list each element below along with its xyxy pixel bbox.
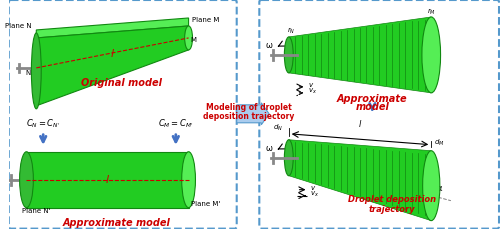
Text: Approximate model: Approximate model bbox=[63, 218, 171, 228]
Ellipse shape bbox=[20, 152, 34, 208]
Text: model: model bbox=[356, 102, 389, 112]
Text: ω: ω bbox=[266, 144, 272, 153]
Text: Droplet deposition
trajectory: Droplet deposition trajectory bbox=[348, 195, 436, 214]
Ellipse shape bbox=[184, 26, 192, 50]
Text: $v_x$: $v_x$ bbox=[310, 190, 320, 199]
Polygon shape bbox=[289, 140, 431, 221]
Ellipse shape bbox=[422, 17, 440, 93]
Text: $d_N$: $d_N$ bbox=[273, 123, 283, 133]
Text: deposition trajectory: deposition trajectory bbox=[203, 112, 294, 121]
FancyBboxPatch shape bbox=[260, 0, 499, 229]
Ellipse shape bbox=[284, 140, 293, 176]
Text: v: v bbox=[308, 82, 312, 88]
Polygon shape bbox=[26, 152, 188, 208]
Text: l: l bbox=[106, 175, 108, 185]
FancyArrow shape bbox=[236, 103, 269, 125]
Polygon shape bbox=[36, 18, 188, 38]
Ellipse shape bbox=[422, 151, 440, 221]
Text: $d_M$: $d_M$ bbox=[434, 138, 444, 148]
Text: Plane M: Plane M bbox=[192, 17, 219, 23]
Text: α: α bbox=[436, 184, 442, 193]
Text: l: l bbox=[358, 120, 360, 129]
Polygon shape bbox=[36, 26, 188, 106]
Text: $v_x$: $v_x$ bbox=[308, 87, 318, 96]
Text: $C_M=C_{M'}$: $C_M=C_{M'}$ bbox=[158, 117, 194, 130]
Text: l: l bbox=[110, 49, 114, 59]
Ellipse shape bbox=[284, 37, 293, 73]
Ellipse shape bbox=[182, 152, 196, 208]
Text: Plane N': Plane N' bbox=[22, 208, 50, 214]
Text: Modeling of droplet: Modeling of droplet bbox=[206, 103, 292, 112]
Text: $r_M$: $r_M$ bbox=[427, 7, 436, 17]
Text: $C_N=C_{N'}$: $C_N=C_{N'}$ bbox=[26, 117, 60, 130]
FancyBboxPatch shape bbox=[9, 0, 236, 229]
Polygon shape bbox=[289, 17, 431, 93]
Text: M: M bbox=[190, 37, 196, 43]
Text: $r_N$: $r_N$ bbox=[286, 26, 295, 36]
Ellipse shape bbox=[32, 33, 41, 109]
Text: Plane M': Plane M' bbox=[190, 201, 220, 207]
Text: ω: ω bbox=[266, 41, 272, 50]
Text: Original model: Original model bbox=[82, 78, 162, 88]
Text: N: N bbox=[26, 70, 31, 76]
Text: v: v bbox=[310, 185, 314, 191]
Text: Approximate: Approximate bbox=[337, 94, 407, 104]
Text: Plane N: Plane N bbox=[5, 23, 32, 29]
